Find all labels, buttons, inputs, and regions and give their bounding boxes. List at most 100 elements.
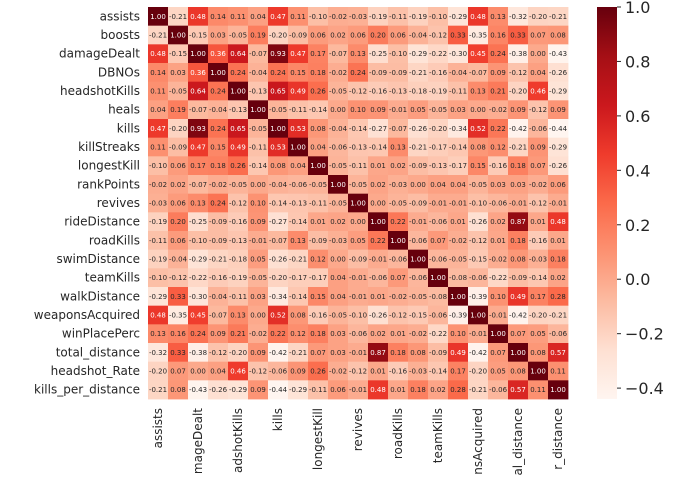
heatmap-cell	[448, 343, 469, 363]
heatmap-cell	[408, 324, 429, 344]
cell-value-label: -0.04	[269, 181, 288, 189]
cell-value-label: -0.16	[489, 162, 508, 170]
cell-value-label: -0.21	[549, 312, 567, 320]
cell-value-label: 0.47	[190, 144, 206, 152]
cell-value-label: -0.07	[269, 237, 287, 245]
cell-value-label: -0.01	[469, 330, 487, 338]
heatmap-cell	[308, 119, 329, 139]
row-tick-label: DBNOs	[98, 65, 140, 79]
cell-value-label: -0.25	[369, 50, 387, 58]
heatmap-cell	[508, 249, 529, 269]
cell-value-label: 0.06	[350, 32, 366, 40]
cell-value-label: -0.05	[329, 88, 347, 96]
cell-value-label: 0.06	[170, 200, 186, 208]
heatmap-cell	[428, 361, 449, 381]
cell-value-label: 0.09	[510, 106, 526, 114]
cell-value-label: -0.10	[349, 312, 367, 320]
heatmap-cell	[488, 119, 509, 139]
cell-value-label: 0.07	[310, 349, 326, 357]
cell-value-label: 0.53	[290, 125, 306, 133]
cell-value-label: 0.03	[330, 349, 346, 357]
heatmap-cell	[528, 287, 549, 307]
heatmap-cell	[448, 305, 469, 325]
cell-value-label: -0.44	[269, 386, 288, 394]
cell-value-label: -0.13	[229, 237, 247, 245]
heatmap-cell	[548, 305, 569, 325]
cell-value-label: 0.24	[350, 69, 366, 77]
heatmap-cell	[488, 63, 509, 83]
cell-value-label: -0.09	[409, 162, 427, 170]
heatmap-cell	[528, 63, 549, 83]
heatmap-cell	[548, 380, 569, 400]
cell-value-label: -0.42	[469, 349, 487, 357]
heatmap-cell	[208, 249, 229, 269]
cell-value-label: 0.12	[290, 330, 306, 338]
heatmap-cell	[408, 193, 429, 213]
cell-value-label: -0.11	[349, 162, 367, 170]
heatmap-cell	[448, 119, 469, 139]
heatmap-cell	[148, 63, 169, 83]
cell-value-label: 0.08	[510, 256, 526, 264]
heatmap-cell	[228, 81, 249, 101]
cell-value-label: -0.22	[189, 274, 207, 282]
heatmap-cell	[188, 119, 209, 139]
heatmap-cell	[468, 156, 489, 176]
heatmap-cell	[388, 119, 409, 139]
heatmap-cell	[348, 175, 369, 195]
heatmap-cell	[248, 212, 269, 232]
heatmap-cell	[348, 249, 369, 269]
cell-value-label: -0.09	[169, 144, 187, 152]
colorbar-gradient	[597, 7, 617, 399]
cell-value-label: -0.01	[429, 200, 447, 208]
heatmap-cell	[528, 212, 549, 232]
heatmap-cell	[188, 268, 209, 288]
heatmap-cell	[248, 25, 269, 45]
column-tick-label: revives	[351, 408, 365, 451]
cell-value-label: 0.01	[490, 237, 506, 245]
heatmap-cell	[308, 137, 329, 157]
heatmap-cell	[548, 137, 569, 157]
heatmap-cell	[448, 156, 469, 176]
heatmap-cell	[228, 268, 249, 288]
cell-value-label: -0.29	[549, 144, 567, 152]
cell-value-label: -0.12	[429, 32, 447, 40]
cell-value-label: 1.00	[210, 69, 226, 77]
heatmap-cell	[148, 324, 169, 344]
cell-value-label: -0.09	[509, 274, 527, 282]
heatmap-cell	[328, 343, 349, 363]
cell-value-label: 0.64	[190, 88, 206, 96]
cell-value-label: 0.22	[270, 330, 286, 338]
cell-value-label: -0.21	[149, 386, 167, 394]
heatmap-cell	[228, 193, 249, 213]
column-labels: assists mageDealt adshotKills kills longestK…	[151, 408, 565, 476]
heatmap-cell	[508, 268, 529, 288]
cell-value-label: 0.02	[490, 218, 506, 226]
cell-value-label: 0.53	[270, 144, 286, 152]
heatmap-cell	[468, 25, 489, 45]
cell-value-label: -0.11	[389, 13, 407, 21]
heatmap-cell	[208, 380, 229, 400]
heatmap-cell	[148, 361, 169, 381]
heatmap-cell	[468, 193, 489, 213]
heatmap-cell	[248, 361, 269, 381]
cell-value-label: 0.24	[230, 69, 246, 77]
cell-value-label: 0.08	[290, 312, 306, 320]
heatmap-cell	[528, 100, 549, 120]
cell-value-label: -0.30	[449, 50, 467, 58]
cell-value-label: 0.17	[450, 368, 466, 376]
cell-value-label: 0.04	[290, 162, 306, 170]
heatmap-cell	[548, 7, 569, 27]
heatmap-cell	[468, 175, 489, 195]
cell-value-label: -0.14	[369, 144, 388, 152]
heatmap-cell	[428, 380, 449, 400]
heatmap-cell	[348, 156, 369, 176]
cell-value-label: -0.14	[529, 274, 548, 282]
heatmap-cell	[228, 100, 249, 120]
cell-value-label: -0.04	[449, 69, 468, 77]
cell-value-label: -0.02	[209, 181, 227, 189]
cell-value-label: 0.18	[210, 162, 226, 170]
cell-value-label: 0.00	[530, 50, 546, 58]
heatmap-cell	[428, 119, 449, 139]
cell-value-label: 0.11	[530, 386, 546, 394]
heatmap-cell	[268, 380, 289, 400]
